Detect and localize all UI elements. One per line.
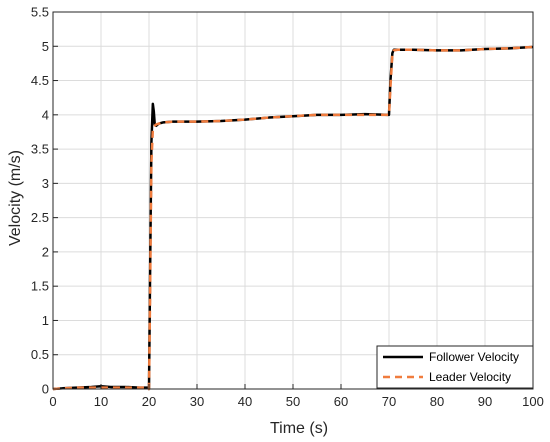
y-tick-label: 3	[42, 176, 49, 191]
y-tick-label: 5	[42, 39, 49, 54]
y-tick-label: 2	[42, 244, 49, 259]
x-tick-label: 100	[522, 394, 544, 409]
y-tick-label: 4	[42, 107, 49, 122]
series-layer	[52, 45, 534, 391]
y-tick-labels: 0 0.5 1 1.5 2 2.5 3 3.5 4 4.5 5 5.5	[31, 5, 49, 397]
x-tick-label: 80	[430, 394, 444, 409]
y-axis-label: Velocity (m/s)	[7, 150, 24, 246]
x-tick-label: 40	[238, 394, 252, 409]
x-tick-label: 60	[334, 394, 348, 409]
y-tick-label: 1.5	[31, 279, 49, 294]
legend-label-follower: Follower Velocity	[429, 350, 519, 364]
y-tick-label: 1	[42, 313, 49, 328]
leader-velocity-line	[52, 45, 534, 391]
y-tick-label: 4.5	[31, 73, 49, 88]
x-tick-label: 10	[94, 394, 108, 409]
y-tick-label: 0.5	[31, 347, 49, 362]
x-tick-label: 90	[478, 394, 492, 409]
legend: Follower Velocity Leader Velocity	[376, 345, 534, 389]
x-tick-label: 30	[190, 394, 204, 409]
y-tick-label: 3.5	[31, 142, 49, 157]
y-tick-label: 0	[42, 382, 49, 397]
x-tick-label: 0	[49, 394, 56, 409]
x-tick-label: 70	[382, 394, 396, 409]
x-tick-label: 50	[286, 394, 300, 409]
y-tick-label: 5.5	[31, 5, 49, 20]
x-tick-label: 20	[142, 394, 156, 409]
x-axis-label: Time (s)	[270, 420, 328, 437]
x-tick-labels: 0 10 20 30 40 50 60 70 80 90 100	[49, 394, 543, 409]
legend-box	[376, 345, 534, 389]
legend-label-leader: Leader Velocity	[429, 370, 511, 384]
y-tick-label: 2.5	[31, 210, 49, 225]
